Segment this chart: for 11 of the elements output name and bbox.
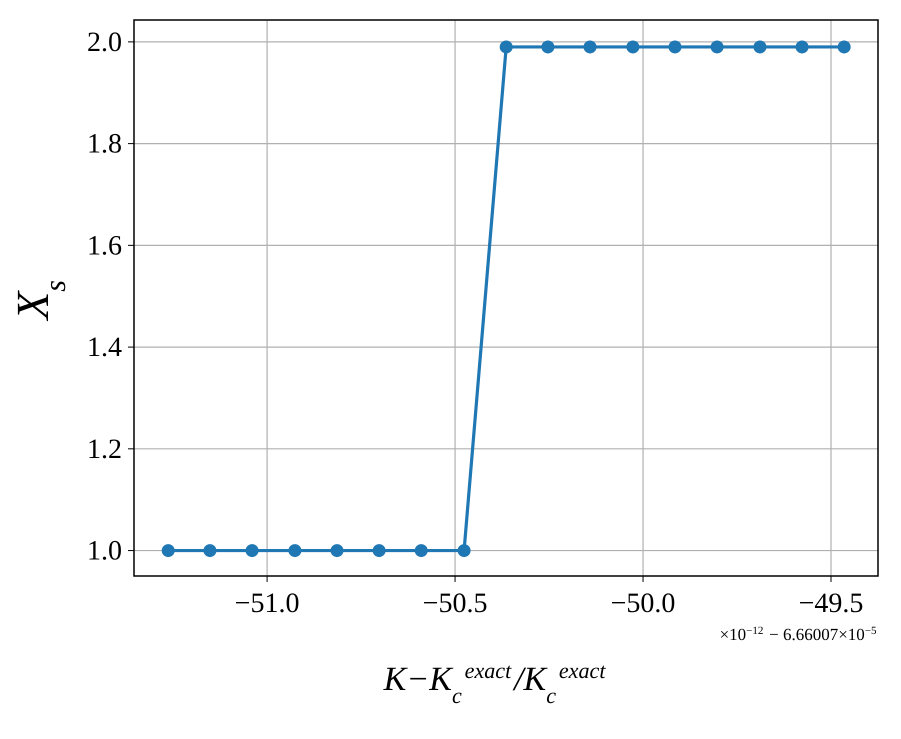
x-tick-label: −49.5: [798, 588, 864, 619]
y-tick-label: 1.4: [87, 332, 122, 364]
y-tick-label: 1.8: [87, 128, 122, 160]
x-tick-label: −50.0: [610, 588, 676, 619]
y-tick-label: 1.0: [87, 536, 122, 567]
x-tick-label: −50.5: [422, 588, 488, 619]
text: ×10$^{−12}$ − 6.66007×10$^{−5}$: [720, 625, 878, 644]
y-tick-label: 1.2: [87, 434, 122, 465]
y-tick-label: 2.0: [87, 26, 122, 58]
y-tick-label: 1.6: [87, 230, 122, 262]
x-tick-label: −51.0: [234, 588, 300, 619]
